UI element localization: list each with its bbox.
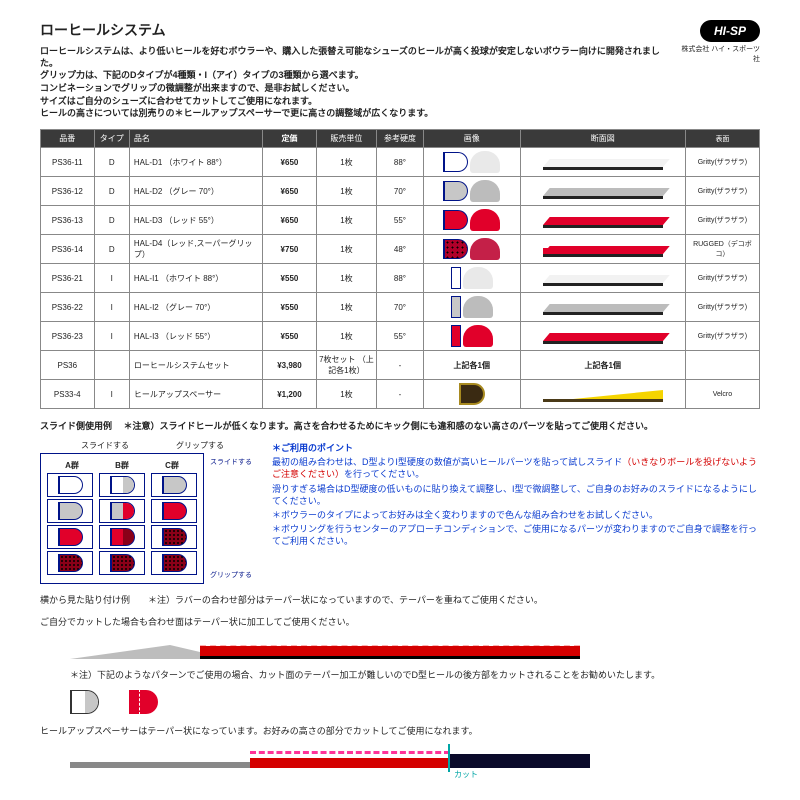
table-row: PS36-14 D HAL-D4（レッド,スーパーグリップ） ¥750 1枚 4…	[41, 235, 760, 264]
brand-logo: HI-SP	[700, 20, 760, 42]
th-4: 販売単位	[316, 130, 376, 148]
grid-side-bottom: グリップする	[210, 570, 252, 580]
th-5: 参考硬度	[377, 130, 424, 148]
taper-diagram-1	[70, 637, 590, 659]
cut-label: カット	[454, 769, 478, 780]
side-note-1: 横から見た貼り付け例 ＊注）ラバーの合わせ部分はテーパー状になっていますので、テ…	[40, 593, 760, 606]
spacer-diagram: カット	[70, 746, 590, 768]
table-row: PS36-22 I HAL-I2 （グレー 70°） ¥550 1枚 70° G…	[41, 293, 760, 322]
usage-title: スライド側使用例	[40, 421, 112, 431]
th-3: 定価	[263, 130, 317, 148]
th-2: 品名	[129, 130, 262, 148]
cut-note: ＊注）下記のようなパターンでご使用の場合、カット面のテーパー加工が難しいのでD型…	[70, 668, 760, 681]
th-6: 画像	[423, 130, 520, 148]
spacer-note: ヒールアップスペーサーはテーパー状になっています。お好みの高さの部分でカットして…	[40, 724, 760, 737]
th-8: 表面	[685, 130, 759, 148]
brand-block: HI-SP 株式会社 ハイ・スポーツ社	[675, 20, 760, 64]
usage-tips: ＊ご利用のポイント 最初の組み合わせは、D型よりI型硬度の数値が高いヒールパーツ…	[272, 440, 760, 584]
table-row: PS36-13 D HAL-D3 （レッド 55°） ¥650 1枚 55° G…	[41, 206, 760, 235]
cut-d-greywhite	[70, 690, 99, 714]
side-note-2: ご自分でカットした場合も合わせ面はテーパー状に加工してご使用ください。	[40, 615, 760, 628]
th-7: 断面図	[520, 130, 685, 148]
product-table: 品番タイプ品名定価販売単位参考硬度画像断面図表面 PS36-11 D HAL-D…	[40, 129, 760, 409]
usage-grid-wrap: スライドする グリップする A群B群C群 スライドする グリップする	[40, 440, 252, 584]
table-row: PS36-23 I HAL-I3 （レッド 55°） ¥550 1枚 55° G…	[41, 322, 760, 351]
intro-block: ローヒールシステムは、より低いヒールを好むボウラーや、購入した張替え可能なシュー…	[40, 46, 675, 120]
cut-examples	[70, 690, 760, 714]
table-row: PS36-12 D HAL-D2 （グレー 70°） ¥650 1枚 70° G…	[41, 177, 760, 206]
grid-side-top: スライドする	[210, 457, 252, 467]
slide-axis-right: グリップする	[170, 440, 230, 451]
table-row: PS36-11 D HAL-D1 （ホワイト 88°） ¥650 1枚 88° …	[41, 148, 760, 177]
slide-axis-left: スライドする	[40, 440, 170, 451]
usage-warning: ＊注意）スライドヒールが低くなります。高さを合わせるためにキック側にも違和感のな…	[124, 421, 653, 431]
table-row: PS36-21 I HAL-I1 （ホワイト 88°） ¥550 1枚 88° …	[41, 264, 760, 293]
brand-sub: 株式会社 ハイ・スポーツ社	[675, 44, 760, 64]
th-1: タイプ	[94, 130, 129, 148]
table-row: PS36 ローヒールシステムセット ¥3,980 7枚セット （上記各1枚） -…	[41, 351, 760, 380]
tips-title: ＊ご利用のポイント	[272, 442, 760, 454]
page-title: ローヒールシステム	[40, 20, 675, 40]
th-0: 品番	[41, 130, 95, 148]
table-row: PS33-4 I ヒールアップスペーサー ¥1,200 1枚 - Velcro	[41, 380, 760, 409]
cut-d-red	[129, 690, 158, 714]
